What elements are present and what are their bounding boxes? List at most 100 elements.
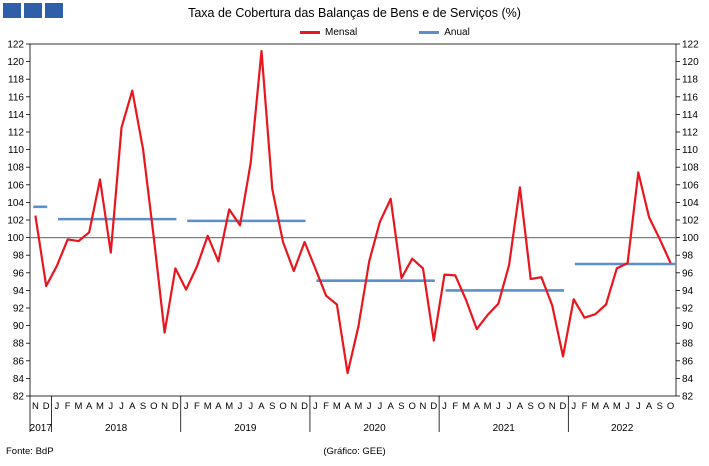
x-tick-label-month: A <box>646 401 653 412</box>
y-tick-label-left: 118 <box>8 75 24 86</box>
y-tick-label-left: 108 <box>7 163 24 174</box>
y-tick-label-left: 92 <box>13 304 25 315</box>
x-tick-label-month: D <box>301 401 308 412</box>
x-tick-label-year: 2021 <box>493 423 516 434</box>
x-tick-label-month: O <box>409 401 416 412</box>
x-tick-label-month: A <box>603 401 610 412</box>
x-tick-label-month: F <box>323 401 329 412</box>
legend-label-mensal: Mensal <box>325 27 358 38</box>
x-tick-label-month: O <box>667 401 674 412</box>
x-tick-label-month: J <box>636 401 641 412</box>
y-tick-label-left: 116 <box>8 92 24 103</box>
x-tick-label-month: A <box>474 401 481 412</box>
y-tick-label-right: 88 <box>682 339 694 350</box>
logo-block <box>45 3 63 18</box>
x-tick-label-month: A <box>344 401 351 412</box>
x-tick-label-month: M <box>613 401 621 412</box>
y-tick-label-left: 84 <box>13 374 25 385</box>
y-tick-label-left: 88 <box>13 339 25 350</box>
x-tick-label-month: A <box>388 401 395 412</box>
x-tick-label-month: J <box>496 401 501 412</box>
y-tick-label-right: 84 <box>682 374 694 385</box>
x-tick-label-month: M <box>204 401 212 412</box>
x-tick-label-month: N <box>420 401 427 412</box>
legend-entry-mensal: Mensal <box>300 27 357 38</box>
chart-credit: (Gráfico: GEE) <box>323 446 386 457</box>
y-tick-label-left: 86 <box>13 356 25 367</box>
legend-label-anual: Anual <box>444 27 470 38</box>
x-tick-label-month: A <box>517 401 524 412</box>
y-tick-label-right: 82 <box>682 392 694 403</box>
x-tick-label-month: S <box>398 401 404 412</box>
x-tick-label-month: J <box>571 401 576 412</box>
x-tick-label-month: O <box>150 401 157 412</box>
legend-swatch-anual <box>419 31 440 34</box>
x-tick-label-month: F <box>582 401 588 412</box>
y-tick-label-right: 90 <box>682 321 694 332</box>
x-tick-label-month: N <box>290 401 297 412</box>
y-tick-label-right: 106 <box>682 180 699 191</box>
x-tick-label-month: A <box>86 401 93 412</box>
x-tick-label-month: J <box>238 401 243 412</box>
x-tick-label-month: D <box>43 401 50 412</box>
x-tick-label-month: S <box>269 401 275 412</box>
x-tick-label-month: M <box>354 401 362 412</box>
x-tick-label-month: O <box>279 401 286 412</box>
logo-block <box>24 3 42 18</box>
y-tick-label-left: 110 <box>8 145 24 156</box>
y-tick-label-right: 122 <box>682 40 699 51</box>
y-tick-label-left: 96 <box>13 268 25 279</box>
x-tick-label-month: M <box>591 401 599 412</box>
x-tick-label-month: J <box>55 401 60 412</box>
y-tick-label-right: 98 <box>682 251 694 262</box>
x-tick-label-month: D <box>560 401 567 412</box>
x-tick-label-month: D <box>430 401 437 412</box>
source-note: Fonte: BdP <box>6 446 54 457</box>
x-tick-label-month: J <box>248 401 253 412</box>
y-tick-label-right: 102 <box>682 216 699 227</box>
y-tick-label-left: 98 <box>13 251 25 262</box>
x-tick-label-month: N <box>549 401 556 412</box>
x-tick-label-month: F <box>65 401 71 412</box>
x-tick-label-month: N <box>32 401 39 412</box>
x-tick-label-month: S <box>657 401 663 412</box>
x-tick-label-month: J <box>313 401 318 412</box>
x-tick-label-month: M <box>333 401 341 412</box>
y-tick-label-left: 102 <box>7 216 24 227</box>
y-tick-label-left: 100 <box>7 233 24 244</box>
x-tick-label-month: A <box>129 401 136 412</box>
x-tick-label-month: F <box>194 401 200 412</box>
x-tick-label-month: M <box>484 401 492 412</box>
x-tick-label-month: N <box>161 401 168 412</box>
legend-entry-anual: Anual <box>419 27 470 38</box>
y-tick-label-right: 94 <box>682 286 694 297</box>
y-tick-label-left: 104 <box>7 198 24 209</box>
x-tick-label-year: 2019 <box>234 423 257 434</box>
y-tick-label-right: 114 <box>682 110 698 121</box>
y-tick-label-right: 116 <box>682 92 698 103</box>
x-tick-label-month: M <box>74 401 82 412</box>
gee-logo <box>3 3 63 18</box>
x-tick-label-month: S <box>527 401 533 412</box>
x-tick-label-month: J <box>119 401 124 412</box>
y-tick-label-right: 92 <box>682 304 694 315</box>
y-tick-label-right: 100 <box>682 233 699 244</box>
x-tick-label-month: J <box>378 401 383 412</box>
y-tick-label-right: 120 <box>682 57 699 68</box>
logo-block <box>3 3 21 18</box>
chart-legend: Mensal Anual <box>300 27 532 38</box>
y-tick-label-right: 108 <box>682 163 699 174</box>
x-tick-label-month: A <box>215 401 222 412</box>
legend-swatch-mensal <box>300 31 320 34</box>
y-tick-label-left: 122 <box>7 40 24 51</box>
x-tick-label-year: 2022 <box>611 423 634 434</box>
x-tick-label-month: J <box>184 401 189 412</box>
x-tick-label-year: 2020 <box>363 423 386 434</box>
y-tick-label-left: 120 <box>7 57 24 68</box>
x-tick-label-year: 2017 <box>30 423 53 434</box>
x-tick-label-month: J <box>625 401 630 412</box>
y-tick-label-left: 90 <box>13 321 25 332</box>
x-tick-label-month: J <box>442 401 447 412</box>
y-tick-label-left: 106 <box>7 180 24 191</box>
x-tick-label-month: M <box>96 401 104 412</box>
